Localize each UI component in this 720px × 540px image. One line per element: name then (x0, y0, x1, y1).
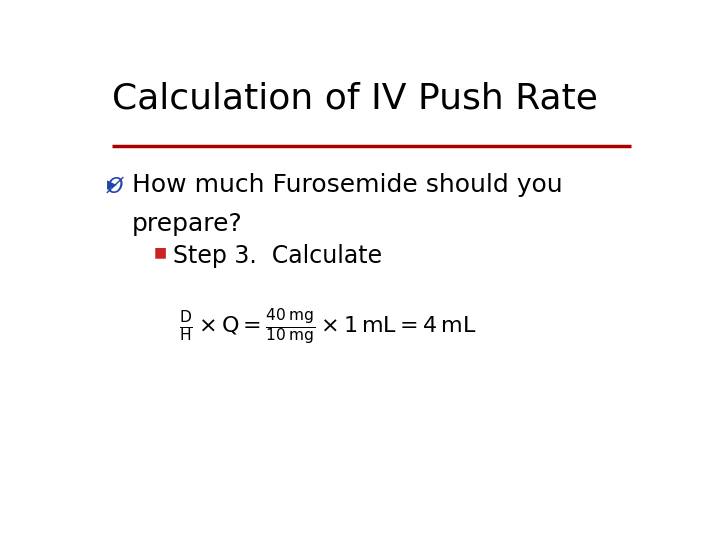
Text: ■: ■ (154, 246, 167, 260)
Text: prepare?: prepare? (132, 212, 243, 237)
Text: Ø: Ø (107, 177, 123, 197)
Text: Step 3.  Calculate: Step 3. Calculate (173, 245, 382, 268)
Text: ▸: ▸ (107, 175, 117, 194)
Text: How much Furosemide should you: How much Furosemide should you (132, 173, 562, 197)
Text: $\frac{\mathrm{D}}{\mathrm{H}}\times\mathrm{Q} = \frac{40\,\mathrm{mg}}{10\,\mat: $\frac{\mathrm{D}}{\mathrm{H}}\times\mat… (179, 306, 477, 347)
Text: Calculation of IV Push Rate: Calculation of IV Push Rate (112, 82, 598, 116)
